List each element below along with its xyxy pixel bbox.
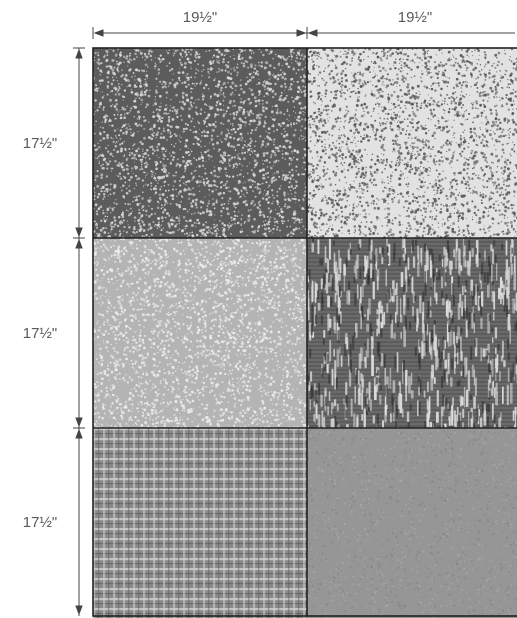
left-dimension-label-row1: 17½" — [23, 135, 58, 152]
arrowhead-icon — [75, 605, 83, 616]
swatch-dark-speckle — [93, 48, 307, 238]
arrowhead-icon — [75, 428, 83, 439]
swatch-medium-gray-plain — [307, 428, 517, 618]
swatch-woven-texture — [307, 238, 517, 428]
left-dimension-label-row3: 17½" — [23, 514, 58, 531]
left-dimension-label-row2: 17½" — [23, 325, 58, 342]
arrowhead-icon — [75, 48, 83, 59]
swatch-light-speckle — [307, 48, 517, 238]
swatch-grid-weave — [93, 428, 307, 618]
grid-lines — [92, 47, 517, 617]
top-dimension-line — [92, 27, 515, 39]
arrowhead-icon — [75, 417, 83, 428]
arrowhead-icon — [75, 238, 83, 249]
arrowhead-icon — [75, 227, 83, 238]
swatch-light-gray-speckle — [93, 238, 307, 428]
top-dimension-label-right: 19½" — [398, 9, 433, 26]
arrowhead-icon — [296, 29, 307, 37]
arrowhead-icon — [307, 29, 318, 37]
swatch-grid — [93, 48, 517, 618]
left-dimension-line — [73, 47, 85, 616]
arrowhead-icon — [93, 29, 104, 37]
top-dimension-label-left: 19½" — [183, 9, 218, 26]
